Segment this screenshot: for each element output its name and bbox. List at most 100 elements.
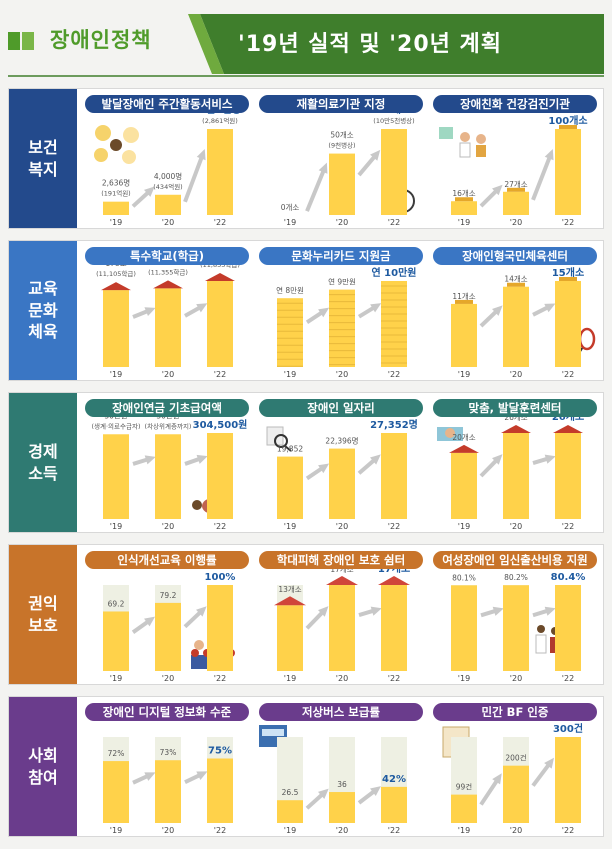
- data-label: 80.2%: [504, 573, 528, 582]
- bar: [381, 585, 407, 671]
- bar-roof: [101, 282, 131, 291]
- data-label: 79.2: [160, 591, 177, 600]
- tick-label: '22: [388, 522, 400, 531]
- trend-arrowhead: [492, 606, 504, 616]
- tick-label: '22: [214, 826, 226, 835]
- trend-arrow: [531, 152, 553, 201]
- trend-arrowhead: [144, 616, 156, 627]
- chart-title: 장애인연금 기초급여액: [85, 399, 249, 417]
- bar-roof: [153, 280, 183, 289]
- tick-label: '22: [562, 522, 574, 531]
- chart-panel: 69.2 '19 79.2 '20 100% '22 인식개선교육 이행률: [81, 545, 255, 684]
- chart-title: 장애인 디지털 정보화 수준: [85, 703, 249, 721]
- trend-arrowhead: [144, 455, 156, 465]
- trend-arrowhead: [370, 786, 381, 797]
- bar: [381, 129, 407, 215]
- tick-label: '19: [110, 522, 122, 531]
- tick-label: '20: [336, 674, 348, 683]
- tick-label: '20: [510, 218, 522, 227]
- tick-label: '20: [510, 674, 522, 683]
- chart-panel: 26.5 '19 36 '20 42% '22 저상버스 보급률: [255, 697, 429, 836]
- data-label: 42%: [382, 774, 406, 785]
- chart-panel: 20개소 '19 26개소 '20 26개소 '22 맞춤, 발달훈련센터: [429, 393, 603, 532]
- data-label: 26.5: [282, 788, 299, 797]
- bar: [555, 737, 581, 823]
- trend-arrowhead: [544, 303, 556, 313]
- chart-svg: 16개소 '19 27개소 '20 100개소 '22: [439, 114, 588, 227]
- tick-label: '20: [162, 674, 174, 683]
- bar: [155, 760, 181, 823]
- bar: [277, 456, 303, 519]
- data-label: 연 9만원: [328, 278, 356, 287]
- data-label: 0개소: [281, 202, 300, 212]
- bar: [451, 201, 477, 215]
- trend-arrow: [305, 166, 327, 212]
- data-label: 27개소: [504, 179, 527, 189]
- bar: [207, 281, 233, 367]
- bar: [451, 794, 477, 823]
- tick-label: '19: [458, 218, 470, 227]
- data-label: 50개소: [330, 130, 353, 140]
- data-label: 36: [337, 780, 347, 789]
- trend-arrowhead: [318, 788, 329, 799]
- bar: [381, 433, 407, 519]
- chart-panel: 11개소 '19 14개소 '20 15개소 '22 장애인형국민체육센터: [429, 241, 603, 380]
- bar-roof: [559, 277, 577, 281]
- bar: [329, 153, 355, 215]
- chart-panel: 16개소 '19 27개소 '20 100개소 '22 장애친화 건강검진기관: [429, 89, 603, 228]
- tick-label: '22: [388, 218, 400, 227]
- section-label: 경제 소득: [9, 393, 77, 532]
- bar: [503, 585, 529, 671]
- chart-panel: 연 8만원 '19 연 9만원 '20 연 10만원 '22 문화누리카드 지원금: [255, 241, 429, 380]
- chart-title: 장애인형국민체육센터: [433, 247, 597, 265]
- tick-label: '22: [214, 370, 226, 379]
- chart-panel: 99건 '19 200건 '20 300건 '22 민간 BF 인증: [429, 697, 603, 836]
- data-label: 100%: [205, 572, 236, 583]
- section-label-text: 사회 참여: [28, 745, 58, 787]
- bar: [555, 281, 581, 367]
- tick-label: '19: [110, 674, 122, 683]
- bar-roof: [274, 596, 306, 606]
- trend-arrowhead: [318, 162, 328, 174]
- bar: [503, 433, 529, 519]
- data-label: 300건: [553, 722, 583, 735]
- trend-arrowhead: [196, 303, 208, 313]
- bar-roof: [455, 197, 473, 202]
- trend-arrowhead: [196, 454, 208, 464]
- trend-arrowhead: [144, 772, 156, 781]
- data-label: 연 10만원: [372, 266, 417, 279]
- tick-label: '19: [284, 674, 296, 683]
- bar: [381, 281, 407, 367]
- data-label: 27,352명: [370, 418, 418, 431]
- bar: [503, 765, 529, 823]
- page-title: 장애인정책: [50, 28, 152, 52]
- bar-roof: [559, 125, 577, 129]
- bar: [555, 129, 581, 215]
- trend-arrowhead: [370, 303, 382, 313]
- data-label: 75%: [208, 746, 232, 757]
- tick-label: '22: [562, 218, 574, 227]
- bar: [381, 786, 407, 823]
- tick-label: '20: [510, 522, 522, 531]
- tick-label: '22: [388, 370, 400, 379]
- data-label: 200건: [505, 753, 526, 763]
- tick-label: '19: [110, 218, 122, 227]
- bar: [555, 433, 581, 519]
- tick-label: '22: [214, 522, 226, 531]
- header-logo-icon: [8, 32, 34, 50]
- tick-label: '22: [562, 826, 574, 835]
- tick-label: '22: [388, 826, 400, 835]
- data-label: 17개소: [330, 564, 353, 574]
- bar: [329, 289, 355, 367]
- data-label: 73%: [160, 748, 177, 757]
- chart-panel: 72% '19 73% '20 75% '22 장애인 디지털 정보화 수준: [81, 697, 255, 836]
- chart-svg: 30만원(생계·의료수급자)'1930만원(차상위계층까지)'20304,500…: [92, 411, 248, 531]
- trend-arrowhead: [492, 773, 502, 785]
- tick-label: '20: [162, 218, 174, 227]
- chart-panel: 80.1% '19 80.2% '20 80.4% '22 여성장애인 임신출산비용 지원: [429, 545, 603, 684]
- chart-svg: 69.2 '19 79.2 '20 100% '22: [103, 572, 236, 683]
- data-sublabel: (차상위계층까지): [145, 421, 192, 430]
- bar: [503, 286, 529, 367]
- section-1: 교육 문화 체육178교(11,105학급)'19182교(11,355학급)'…: [8, 240, 604, 381]
